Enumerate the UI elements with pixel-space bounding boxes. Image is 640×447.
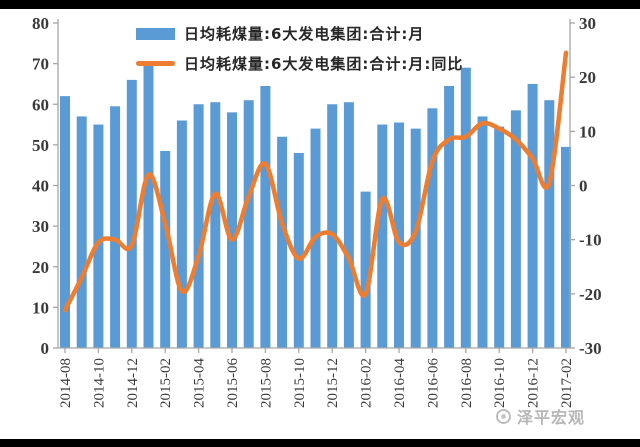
x-tick-label: 2016-02 <box>359 358 375 408</box>
bar-2015-05 <box>210 102 221 348</box>
y-tick-label-left: 70 <box>32 55 49 74</box>
bar-2015-06 <box>227 112 237 348</box>
y-tick-label-right: 0 <box>579 177 588 196</box>
bar-2016-02 <box>360 191 371 348</box>
bar-2015-09 <box>277 136 288 348</box>
watermark: 泽平宏观 <box>496 404 585 428</box>
y-tick-label-right: 20 <box>579 68 596 87</box>
bar-2016-06 <box>427 108 438 348</box>
x-tick-label: 2015-06 <box>225 358 241 408</box>
top-letterbox-bar <box>0 0 640 9</box>
y-tick-label-left: 40 <box>32 177 49 196</box>
bar-2014-09 <box>76 116 87 348</box>
watermark-text: 泽平宏观 <box>517 408 586 427</box>
chart-legend: 日均耗煤量:6大发电集团:合计:月 日均耗煤量:6大发电集团:合计:月:同比 <box>136 23 463 74</box>
bar-2016-09 <box>477 116 488 348</box>
y-tick-label-right: 30 <box>579 14 596 33</box>
y-tick-label-left: 80 <box>32 14 49 33</box>
bar-2015-12 <box>327 104 338 348</box>
x-tick-label: 2015-08 <box>258 358 274 408</box>
y-tick-label-right: -20 <box>579 285 602 304</box>
x-tick-label: 2014-08 <box>58 358 74 408</box>
bar-2015-04 <box>193 104 204 348</box>
bar-2014-10 <box>93 124 104 348</box>
legend-item-monthly: 日均耗煤量:6大发电集团:合计:月 <box>136 23 463 44</box>
bar-2015-10 <box>293 153 304 348</box>
yoy-trend-line <box>62 50 569 313</box>
x-tick-label: 2016-06 <box>425 358 441 408</box>
y-tick-label-right: 10 <box>579 122 596 141</box>
bar-2014-11 <box>110 106 121 348</box>
x-tick-label: 2017-02 <box>559 358 575 408</box>
bar-2015-08 <box>260 85 271 348</box>
bar-2016-04 <box>394 122 404 348</box>
bar-2016-03 <box>377 124 388 348</box>
y-tick-label-left: 10 <box>32 298 49 317</box>
bar-2015-02 <box>160 150 171 348</box>
line-series-swatch <box>136 61 175 66</box>
bar-2016-01 <box>343 102 354 348</box>
bar-2016-08 <box>460 67 471 348</box>
bar-2015-01 <box>143 63 154 348</box>
x-tick-label: 2016-12 <box>526 358 542 408</box>
bar-2016-07 <box>444 85 455 348</box>
x-tick-label: 2015-10 <box>292 358 308 408</box>
watermark-logo-icon <box>496 408 511 424</box>
bar-series-label: 日均耗煤量:6大发电集团:合计:月 <box>184 25 425 43</box>
y-tick-label-left: 20 <box>32 258 49 277</box>
x-tick-label: 2016-08 <box>459 358 475 408</box>
bar-2014-08 <box>60 96 70 348</box>
legend-item-yoy: 日均耗煤量:6大发电集团:合计:月:同比 <box>136 53 463 74</box>
y-tick-label-left: 30 <box>32 217 49 236</box>
y-tick-label-left: 0 <box>41 339 50 358</box>
bar-2016-05 <box>410 128 421 348</box>
bar-2015-07 <box>243 100 254 348</box>
bar-2014-12 <box>126 79 137 348</box>
bar-series-swatch <box>136 27 175 40</box>
bottom-letterbox-bar <box>0 439 640 447</box>
bar-2016-11 <box>510 110 521 348</box>
x-tick-label: 2015-12 <box>325 358 341 408</box>
bar-2016-12 <box>527 83 538 348</box>
x-tick-label: 2014-12 <box>125 358 141 408</box>
x-tick-label: 2016-04 <box>392 358 408 408</box>
x-tick-label: 2014-10 <box>91 358 107 408</box>
bar-2016-10 <box>494 126 505 348</box>
y-tick-label-right: -30 <box>579 339 602 358</box>
bar-2015-03 <box>176 120 187 348</box>
y-tick-label-right: -10 <box>579 231 602 250</box>
y-tick-label-left: 60 <box>32 95 49 114</box>
line-series-label: 日均耗煤量:6大发电集团:合计:月:同比 <box>184 55 464 73</box>
x-tick-label: 2016-10 <box>492 358 508 408</box>
bar-2017-01 <box>544 100 555 348</box>
x-tick-label: 2015-02 <box>158 358 174 408</box>
bar-2017-02 <box>561 146 571 348</box>
x-tick-label: 2015-04 <box>192 358 208 408</box>
y-tick-label-left: 50 <box>32 136 49 155</box>
